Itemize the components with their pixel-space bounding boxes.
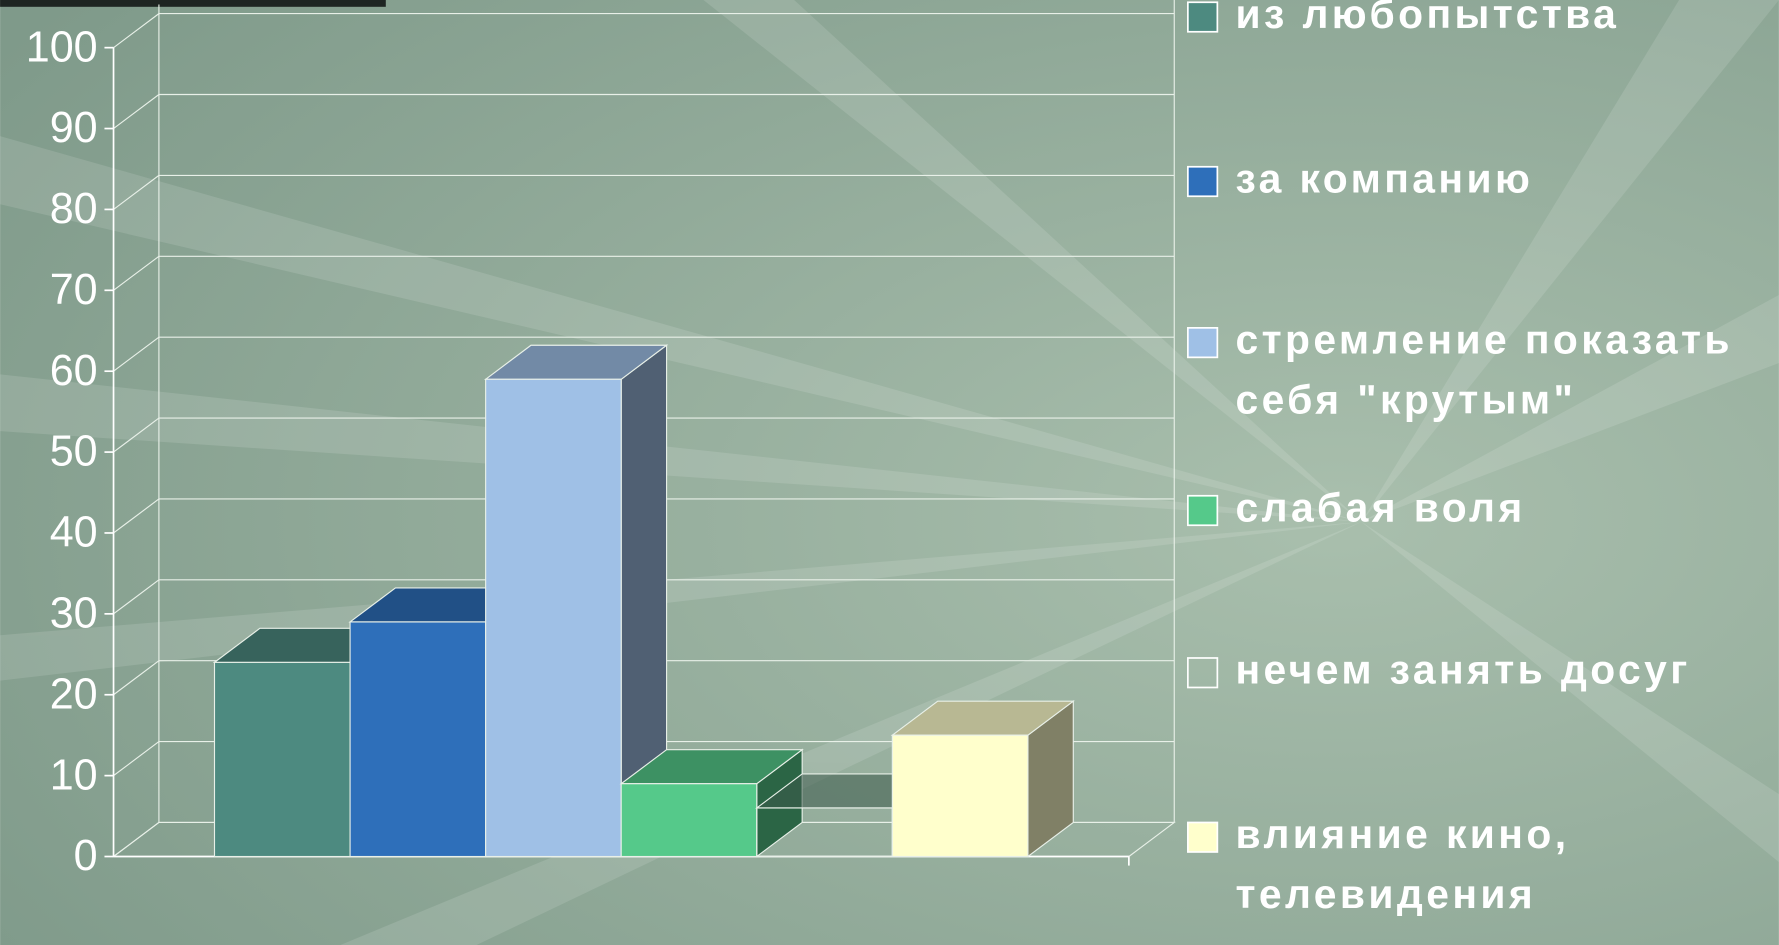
y-tick-label: 10 <box>50 751 98 799</box>
y-tick-label: 40 <box>50 509 98 557</box>
legend-label: влияние кино, <box>1236 811 1570 857</box>
legend-swatch <box>1188 658 1217 687</box>
legend-label: слабая воля <box>1236 484 1526 530</box>
legend-label: себя "крутым" <box>1236 377 1577 423</box>
legend-label: стремление показать <box>1236 316 1733 362</box>
y-tick-label: 20 <box>50 670 98 718</box>
legend-label: нечем занять досуг <box>1236 647 1691 693</box>
y-tick-label: 70 <box>50 266 98 314</box>
y-tick-label: 30 <box>50 590 98 638</box>
page: 0 10 20 30 40 50 60 70 80 90 100 из любопытства за … <box>0 0 1779 945</box>
bar <box>486 379 622 856</box>
legend-label: телевидения <box>1236 871 1537 917</box>
y-tick-label: 90 <box>50 104 98 152</box>
legend-swatch <box>1188 822 1217 851</box>
photo-fragment <box>0 0 386 7</box>
y-tick-label: 80 <box>50 185 98 233</box>
bar <box>621 784 757 857</box>
legend-label: из любопытства <box>1236 0 1620 37</box>
chart: 0 10 20 30 40 50 60 70 80 90 100 из любопытства за … <box>0 0 1779 945</box>
legend-swatch <box>1188 2 1217 31</box>
y-tick-label: 60 <box>50 347 98 395</box>
y-tick-label: 0 <box>74 832 98 880</box>
y-tick-label: 50 <box>50 428 98 476</box>
legend-swatch <box>1188 328 1217 357</box>
legend-swatch <box>1188 496 1217 525</box>
bar <box>892 735 1028 856</box>
bar <box>350 622 486 857</box>
bar <box>215 662 351 856</box>
legend-label: за компанию <box>1236 155 1534 201</box>
legend-swatch <box>1188 167 1217 196</box>
y-tick-label: 100 <box>26 23 98 71</box>
bar <box>757 808 893 857</box>
